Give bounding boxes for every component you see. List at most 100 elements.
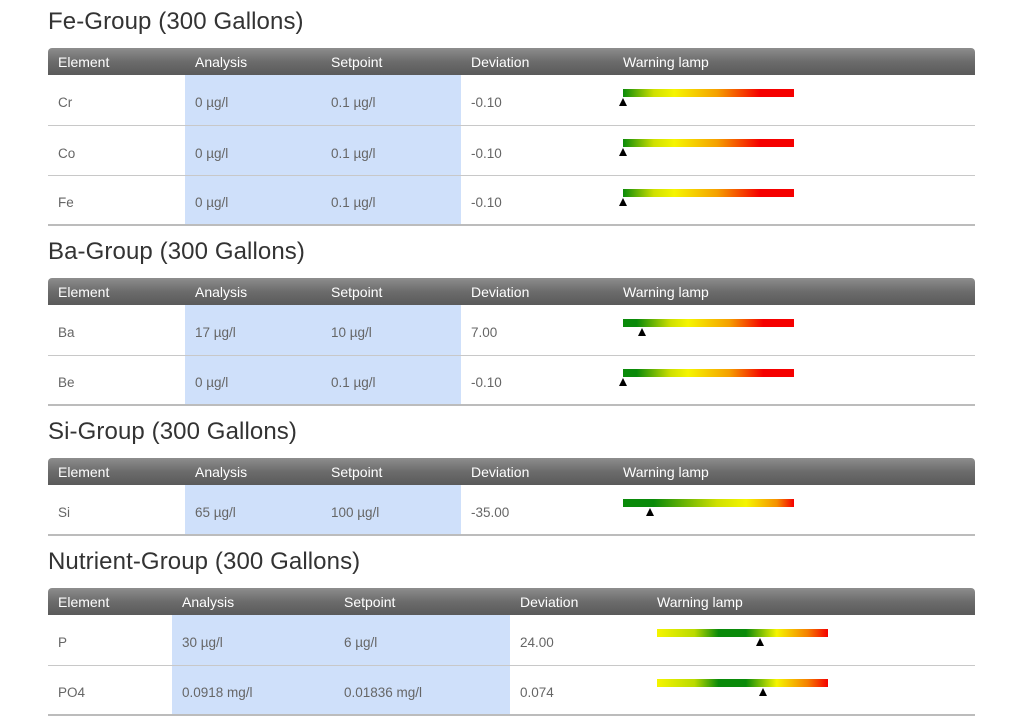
- analysis-cell: 30 µg/l: [172, 615, 334, 666]
- setpoint-cell: 6 µg/l: [334, 615, 510, 666]
- element-cell: Fe: [48, 175, 185, 226]
- warning-lamp-cell: [613, 75, 975, 126]
- warning-pointer-icon: [646, 507, 655, 516]
- column-header-deviation[interactable]: Deviation: [461, 278, 613, 305]
- table-row: P 30 µg/l 6 µg/l 24.00: [48, 615, 975, 666]
- analysis-cell: 65 µg/l: [185, 485, 321, 536]
- table-row: PO4 0.0918 mg/l 0.01836 mg/l 0.074: [48, 665, 975, 716]
- warning-lamp: [623, 498, 975, 523]
- warning-lamp-bar: [623, 188, 794, 197]
- element-cell: Si: [48, 485, 185, 536]
- warning-lamp: [619, 139, 975, 163]
- table-row: Si 65 µg/l 100 µg/l -35.00: [48, 485, 975, 536]
- analysis-cell: 0.0918 mg/l: [172, 665, 334, 716]
- warning-pointer-icon: [619, 97, 627, 106]
- element-cell: Cr: [48, 75, 185, 126]
- column-header-warning-lamp[interactable]: Warning lamp: [613, 458, 975, 485]
- table-header-row: Element Analysis Setpoint Deviation Warn…: [48, 458, 975, 485]
- deviation-cell: 24.00: [510, 615, 647, 666]
- group-table: Element Analysis Setpoint Deviation Warn…: [48, 458, 975, 536]
- table-row: Ba 17 µg/l 10 µg/l 7.00: [48, 305, 975, 356]
- warning-lamp-bar: [623, 139, 794, 147]
- warning-lamp-cell: [613, 305, 975, 356]
- column-header-deviation[interactable]: Deviation: [461, 48, 613, 75]
- warning-lamp: [619, 368, 975, 393]
- warning-lamp-cell: [647, 665, 975, 716]
- table-header-row: Element Analysis Setpoint Deviation Warn…: [48, 48, 975, 75]
- deviation-cell: -35.00: [461, 485, 613, 536]
- column-header-analysis[interactable]: Analysis: [185, 458, 321, 485]
- column-header-setpoint[interactable]: Setpoint: [321, 48, 461, 75]
- warning-pointer-icon: [637, 327, 646, 336]
- table-row: Fe 0 µg/l 0.1 µg/l -0.10: [48, 175, 975, 226]
- warning-lamp: [619, 188, 975, 213]
- analysis-cell: 0 µg/l: [185, 175, 321, 226]
- warning-lamp: [623, 318, 975, 343]
- column-header-deviation[interactable]: Deviation: [510, 588, 647, 615]
- setpoint-cell: 0.1 µg/l: [321, 175, 461, 226]
- column-header-analysis[interactable]: Analysis: [185, 48, 321, 75]
- column-header-element[interactable]: Element: [48, 588, 172, 615]
- column-header-element[interactable]: Element: [48, 48, 185, 75]
- warning-lamp-bar: [623, 498, 794, 507]
- analysis-cell: 0 µg/l: [185, 125, 321, 176]
- element-cell: PO4: [48, 665, 172, 716]
- setpoint-cell: 0.01836 mg/l: [334, 665, 510, 716]
- setpoint-cell: 100 µg/l: [321, 485, 461, 536]
- warning-lamp-bar: [623, 368, 794, 377]
- table-header-row: Element Analysis Setpoint Deviation Warn…: [48, 278, 975, 305]
- warning-lamp-bar: [623, 88, 794, 97]
- warning-lamp: [619, 88, 975, 113]
- column-header-warning-lamp[interactable]: Warning lamp: [613, 278, 975, 305]
- group-title: Nutrient-Group (300 Gallons): [48, 548, 361, 575]
- group-title: Fe-Group (300 Gallons): [48, 8, 304, 35]
- element-cell: Co: [48, 125, 185, 176]
- element-cell: Be: [48, 355, 185, 406]
- column-header-setpoint[interactable]: Setpoint: [321, 458, 461, 485]
- table-header-row: Element Analysis Setpoint Deviation Warn…: [48, 588, 975, 615]
- group-table: Element Analysis Setpoint Deviation Warn…: [48, 278, 975, 406]
- deviation-cell: 7.00: [461, 305, 613, 356]
- deviation-cell: 0.074: [510, 665, 647, 716]
- element-cell: P: [48, 615, 172, 666]
- warning-lamp-cell: [613, 175, 975, 226]
- warning-pointer-icon: [619, 148, 627, 156]
- deviation-cell: -0.10: [461, 355, 613, 406]
- warning-lamp-cell: [613, 485, 975, 536]
- table-row: Co 0 µg/l 0.1 µg/l -0.10: [48, 125, 975, 176]
- column-header-deviation[interactable]: Deviation: [461, 458, 613, 485]
- column-header-warning-lamp[interactable]: Warning lamp: [647, 588, 975, 615]
- setpoint-cell: 0.1 µg/l: [321, 75, 461, 126]
- analysis-cell: 17 µg/l: [185, 305, 321, 356]
- column-header-analysis[interactable]: Analysis: [185, 278, 321, 305]
- group-table: Element Analysis Setpoint Deviation Warn…: [48, 48, 975, 226]
- warning-pointer-icon: [619, 377, 627, 386]
- warning-lamp-cell: [647, 615, 975, 666]
- warning-lamp: [657, 628, 975, 653]
- group-title: Si-Group (300 Gallons): [48, 418, 297, 445]
- column-header-analysis[interactable]: Analysis: [172, 588, 334, 615]
- warning-pointer-icon: [619, 197, 627, 206]
- element-cell: Ba: [48, 305, 185, 356]
- warning-pointer-icon: [759, 687, 768, 696]
- deviation-cell: -0.10: [461, 125, 613, 176]
- warning-pointer-icon: [755, 637, 764, 646]
- analysis-cell: 0 µg/l: [185, 355, 321, 406]
- column-header-element[interactable]: Element: [48, 278, 185, 305]
- setpoint-cell: 0.1 µg/l: [321, 355, 461, 406]
- column-header-setpoint[interactable]: Setpoint: [321, 278, 461, 305]
- column-header-element[interactable]: Element: [48, 458, 185, 485]
- table-row: Cr 0 µg/l 0.1 µg/l -0.10: [48, 75, 975, 126]
- column-header-warning-lamp[interactable]: Warning lamp: [613, 48, 975, 75]
- warning-lamp-bar: [657, 678, 828, 687]
- group-table: Element Analysis Setpoint Deviation Warn…: [48, 588, 975, 716]
- warning-lamp-bar: [623, 318, 794, 327]
- column-header-setpoint[interactable]: Setpoint: [334, 588, 510, 615]
- warning-lamp-bar: [657, 628, 828, 637]
- deviation-cell: -0.10: [461, 75, 613, 126]
- table-row: Be 0 µg/l 0.1 µg/l -0.10: [48, 355, 975, 406]
- analysis-cell: 0 µg/l: [185, 75, 321, 126]
- deviation-cell: -0.10: [461, 175, 613, 226]
- setpoint-cell: 0.1 µg/l: [321, 125, 461, 176]
- group-title: Ba-Group (300 Gallons): [48, 238, 305, 265]
